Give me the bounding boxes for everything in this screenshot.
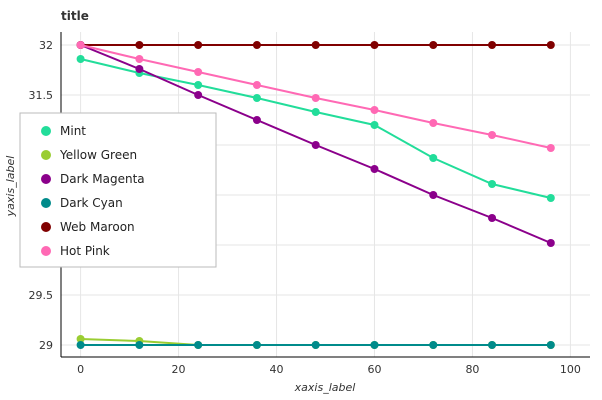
point-mint [252,94,261,102]
point-dark-magenta [429,191,438,199]
point-mint [311,108,320,116]
point-mint [546,194,555,202]
point-dark-cyan [76,341,85,349]
point-hot-pink [135,55,144,63]
point-dark-cyan [135,341,144,349]
point-dark-cyan [370,341,379,349]
point-hot-pink [252,81,261,89]
legend-label-hot-pink: Hot Pink [60,244,110,258]
series-dark-magenta [76,41,555,247]
legend-label-web-maroon: Web Maroon [60,220,135,234]
legend-label-dark-cyan: Dark Cyan [60,196,123,210]
point-web-maroon [488,41,497,49]
point-mint [370,121,379,129]
point-web-maroon [194,41,203,49]
legend-swatch-dark-magenta [41,174,51,184]
legend-label-mint: Mint [60,124,86,138]
point-web-maroon [546,41,555,49]
x-tick-label: 40 [270,363,284,376]
point-mint [76,55,85,63]
point-dark-magenta [252,116,261,124]
point-hot-pink [370,106,379,114]
chart-title: title [61,9,89,23]
point-web-maroon [311,41,320,49]
y-tick-label: 32 [39,39,53,52]
point-hot-pink [194,68,203,76]
x-tick-label: 80 [465,363,479,376]
legend-label-dark-magenta: Dark Magenta [60,172,145,186]
series-hot-pink [76,41,555,152]
point-yellow-green [76,335,85,343]
x-tick-label: 0 [77,363,84,376]
y-tick-label: 29 [39,339,53,352]
y-tick-label: 31.5 [29,89,54,102]
x-tick-label: 20 [172,363,186,376]
point-dark-magenta [311,141,320,149]
legend: Mint Yellow Green Dark Magenta Dark Cyan Web… [19,112,217,268]
point-dark-cyan [311,341,320,349]
point-dark-cyan [194,341,203,349]
point-hot-pink [429,119,438,127]
point-hot-pink [546,144,555,152]
point-dark-cyan [429,341,438,349]
legend-swatch-yellow-green [41,150,51,160]
series-dark-cyan [76,341,555,349]
point-dark-cyan [252,341,261,349]
point-mint [488,180,497,188]
point-mint [429,154,438,162]
legend-box [19,112,217,268]
legend-swatch-mint [41,126,51,136]
point-web-maroon [429,41,438,49]
point-mint [194,81,203,89]
y-tick-label: 29.5 [29,289,54,302]
series-layer [76,41,555,349]
point-dark-magenta [194,91,203,99]
point-dark-cyan [488,341,497,349]
point-web-maroon [370,41,379,49]
point-dark-magenta [135,65,144,73]
point-hot-pink [311,94,320,102]
legend-swatch-web-maroon [41,222,51,232]
point-dark-magenta [488,214,497,222]
point-web-maroon [252,41,261,49]
x-tick-label: 100 [560,363,581,376]
legend-label-yellow-green: Yellow Green [59,148,137,162]
x-axis-title: xaxis_label [294,381,356,394]
point-dark-magenta [546,239,555,247]
point-hot-pink [76,41,85,49]
legend-swatch-hot-pink [41,246,51,256]
point-dark-magenta [370,165,379,173]
point-web-maroon [135,41,144,49]
point-dark-cyan [546,341,555,349]
point-hot-pink [488,131,497,139]
legend-swatch-dark-cyan [41,198,51,208]
series-web-maroon [76,41,555,49]
x-tick-label: 60 [367,363,381,376]
y-axis-title: yaxis_label [4,156,17,218]
